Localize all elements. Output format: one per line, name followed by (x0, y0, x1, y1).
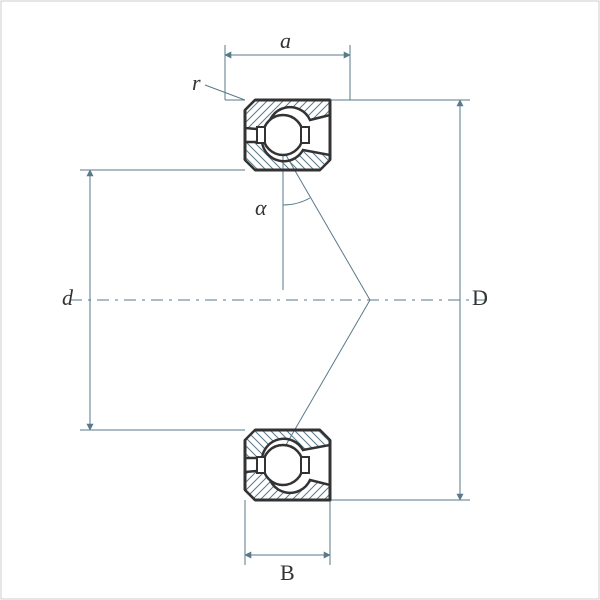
label-alpha: α (255, 195, 267, 221)
bearing-diagram: a r α d D B (0, 0, 600, 600)
label-a: a (280, 28, 291, 54)
label-D: D (472, 285, 488, 311)
label-d: d (62, 285, 73, 311)
label-B: B (280, 560, 295, 586)
diagram-svg (0, 0, 600, 600)
label-r: r (192, 70, 201, 96)
